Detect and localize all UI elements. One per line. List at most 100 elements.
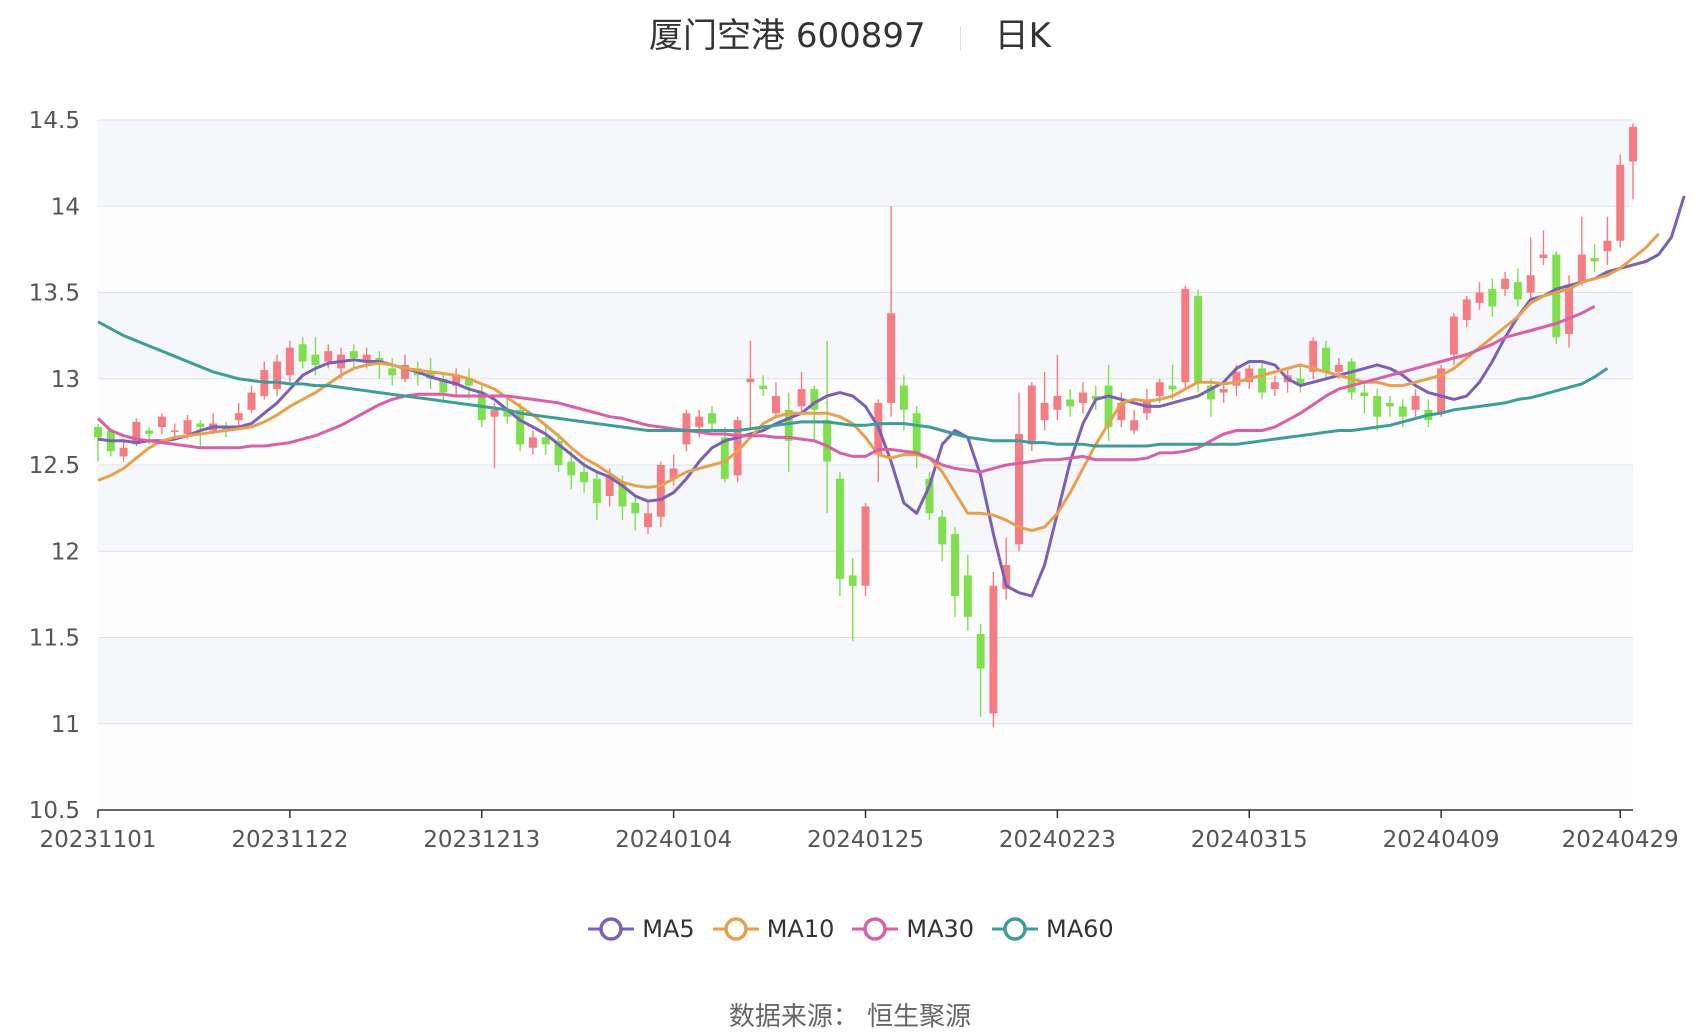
candle-body — [362, 354, 371, 362]
candle — [861, 502, 870, 597]
candle-body — [1590, 258, 1599, 262]
candle-body — [1002, 565, 1011, 590]
plot-band — [98, 206, 1633, 293]
chart-title: 厦门空港 600897 日K — [0, 8, 1700, 57]
candle — [452, 368, 461, 396]
candle-body — [132, 421, 141, 445]
candle-body — [759, 385, 768, 390]
candle-body — [797, 389, 806, 407]
legend-label: MA5 — [642, 915, 695, 943]
candle-body — [234, 413, 243, 421]
candle — [567, 451, 576, 490]
candle-body — [1398, 406, 1407, 417]
candle — [1194, 289, 1203, 393]
candle — [298, 337, 307, 369]
candle — [1360, 382, 1369, 414]
candle — [1168, 364, 1177, 400]
x-tick-label: 20240223 — [999, 827, 1116, 853]
candle-body — [401, 364, 409, 379]
candle — [631, 496, 640, 531]
y-tick-label: 14 — [51, 194, 80, 220]
candle — [516, 402, 525, 452]
candle-body — [349, 351, 358, 359]
candle — [464, 368, 473, 400]
candle — [1015, 392, 1023, 552]
y-tick-label: 13.5 — [29, 281, 80, 307]
candle — [1053, 354, 1062, 421]
candle-body — [426, 371, 435, 379]
candle-body — [1462, 299, 1471, 321]
x-tick-label: 20240409 — [1383, 827, 1500, 853]
candle-body — [899, 385, 908, 410]
candle-body — [567, 461, 576, 476]
candle-body — [733, 420, 742, 476]
candle-body — [1488, 289, 1497, 307]
y-tick-label: 11 — [51, 712, 80, 738]
chart-legend: MA5 MA10 MA30 MA60 — [0, 915, 1700, 948]
ma30-line — [96, 304, 1596, 474]
candle — [1181, 285, 1190, 390]
candle — [1219, 382, 1228, 403]
legend-item-ma60[interactable]: MA60 — [990, 915, 1114, 943]
candle — [1309, 337, 1318, 379]
candle — [234, 402, 243, 428]
candle-body — [196, 423, 205, 428]
data-source-note: 数据来源： 恒生聚源 — [728, 1002, 972, 1032]
candle-body — [324, 351, 333, 362]
x-tick-label: 20240429 — [1562, 827, 1679, 853]
candle-body — [554, 440, 563, 465]
candle-body — [1130, 420, 1139, 431]
candle-body — [580, 471, 589, 483]
candle — [1539, 230, 1548, 265]
candle-body — [708, 413, 716, 424]
legend-item-ma5[interactable]: MA5 — [586, 915, 695, 943]
y-tick-label: 11.5 — [29, 626, 80, 652]
candle-body — [119, 447, 128, 457]
candle-body — [1181, 289, 1190, 383]
candle — [554, 433, 563, 472]
candle — [989, 571, 998, 728]
candle — [1091, 385, 1100, 410]
candle — [784, 392, 793, 472]
candle — [439, 371, 448, 403]
ma60-line — [97, 320, 1609, 448]
candle — [285, 340, 294, 383]
candle-body — [221, 427, 230, 431]
x-tick-label: 20231122 — [231, 827, 348, 853]
candle-body — [273, 361, 282, 390]
candle — [170, 423, 179, 438]
y-tick-label: 12.5 — [29, 453, 80, 479]
candle-body — [298, 344, 307, 362]
candle — [119, 439, 128, 462]
candle — [1296, 364, 1305, 393]
candle-body — [516, 409, 525, 445]
candle-body — [976, 634, 985, 669]
candle-body — [810, 389, 819, 410]
candle — [951, 527, 960, 617]
legend-item-ma10[interactable]: MA10 — [711, 915, 834, 943]
candle-body — [1411, 396, 1420, 410]
candle-body — [1513, 282, 1522, 300]
candle-body — [1565, 285, 1574, 334]
candle-body — [1104, 385, 1113, 428]
candle-body — [285, 347, 294, 376]
candle-body — [1053, 396, 1062, 410]
candle-body — [1322, 347, 1330, 372]
candle — [963, 554, 972, 631]
candle — [1475, 282, 1484, 310]
candle-body — [247, 392, 256, 410]
candle — [349, 344, 358, 369]
legend-marker-icon — [588, 917, 635, 941]
candle — [835, 471, 844, 597]
candle — [1629, 123, 1637, 200]
candle-body — [1155, 382, 1164, 396]
candle — [1526, 237, 1535, 300]
candle — [848, 558, 857, 641]
candle-body — [823, 420, 832, 462]
legend-item-ma30[interactable]: MA30 — [850, 915, 974, 943]
candle-body — [1385, 402, 1394, 407]
candle-body — [1040, 402, 1049, 421]
candle-body — [170, 430, 179, 432]
candle-body — [1270, 382, 1279, 390]
candle — [1590, 244, 1599, 272]
